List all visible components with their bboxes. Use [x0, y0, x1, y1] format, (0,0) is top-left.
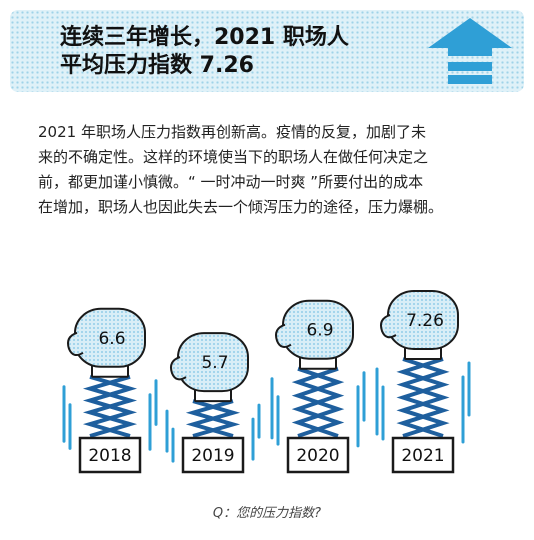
- arrow-up-icon: [428, 18, 512, 84]
- data-label-2018: 6.6: [98, 329, 125, 349]
- data-label-2021: 7.26: [406, 311, 444, 331]
- category-label-2021: 2021: [401, 446, 444, 466]
- glove-thumb: [170, 356, 187, 381]
- year-box: [286, 436, 350, 474]
- question-caption: Q：您的压力指数?: [212, 506, 322, 521]
- spring-coil: [291, 366, 345, 438]
- year-box: [78, 436, 142, 474]
- chart-bar-2018: 6.6 2018: [62, 307, 158, 474]
- spring-coil: [185, 399, 241, 438]
- title-line-1: 连续三年增长，2021 职场人: [60, 25, 349, 50]
- spring-coil: [82, 374, 138, 438]
- glove-thumb: [67, 331, 84, 357]
- category-label-2018: 2018: [88, 446, 131, 466]
- spring-coil: [396, 357, 450, 438]
- pressure-index-chart: 6.6 2018 5.7 2019 6.9 2020 7.26 2021: [62, 289, 471, 474]
- chart-bar-2020: 6.9 2020: [270, 299, 366, 474]
- intro-paragraph: 2021 年职场人压力指数再创新高。疫情的反复，加剧了未 来的不确定性。这样的环…: [38, 123, 444, 216]
- spring-coil: [396, 357, 450, 438]
- data-label-2020: 6.9: [306, 321, 333, 341]
- title-banner: 连续三年增长，2021 职场人 平均压力指数 7.26: [10, 10, 524, 92]
- glove-thumb: [380, 314, 397, 339]
- glove-thumb: [275, 323, 292, 348]
- title-line-2: 平均压力指数 7.26: [60, 53, 254, 78]
- year-box: [181, 436, 245, 474]
- category-label-2020: 2020: [296, 446, 339, 466]
- page-title: 连续三年增长，2021 职场人 平均压力指数 7.26: [60, 24, 410, 80]
- data-label-2019: 5.7: [201, 353, 228, 373]
- chart-bar-2019: 5.7 2019: [165, 332, 261, 474]
- chart-bar-2021: 7.26 2021: [375, 289, 471, 474]
- category-label-2019: 2019: [191, 446, 234, 466]
- year-box: [391, 436, 455, 474]
